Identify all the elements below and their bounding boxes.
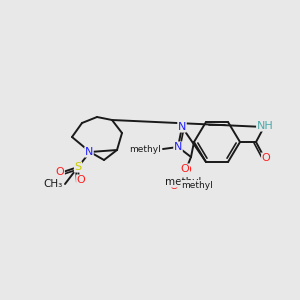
Text: S: S [74,162,82,172]
Text: O: O [183,165,191,175]
Text: O: O [76,175,85,185]
Text: N: N [85,147,93,157]
Text: N: N [178,122,186,132]
Text: methyl: methyl [181,181,213,190]
Text: O: O [181,164,189,174]
Text: O: O [181,167,189,177]
Text: NH: NH [256,121,273,131]
Text: methyl: methyl [129,145,161,154]
Text: O: O [56,167,64,177]
Text: O: O [169,181,178,191]
Text: methyl: methyl [165,177,201,187]
Text: O: O [262,153,270,163]
Text: N: N [174,142,182,152]
Text: CH₃: CH₃ [44,179,63,189]
